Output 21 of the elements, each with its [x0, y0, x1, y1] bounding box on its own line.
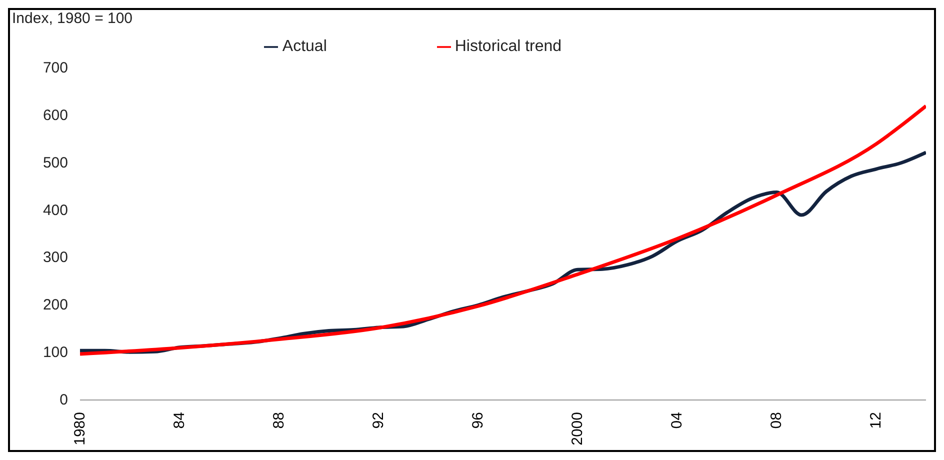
x-tick-label: 1980: [72, 412, 88, 446]
y-tick-label: 100: [42, 344, 68, 362]
y-tick-label: 300: [42, 249, 68, 266]
x-tick-label: 2000: [569, 412, 586, 446]
y-tick-label: 600: [42, 106, 68, 124]
x-tick-label: 92: [370, 412, 388, 429]
legend-label: Actual: [282, 38, 327, 55]
y-tick-label: 400: [42, 202, 68, 219]
legend-label: Historical trend: [454, 38, 562, 55]
y-tick-label: 0: [60, 392, 68, 408]
y-tick-label: 700: [42, 60, 68, 76]
x-tick-label: 12: [868, 412, 885, 429]
line-series: [80, 104, 926, 356]
y-tick-label: 200: [42, 296, 68, 314]
y-tick-label: 500: [42, 154, 68, 172]
y-axis-title: Index, 1980 = 100: [12, 10, 133, 27]
x-tick-label: 04: [668, 412, 686, 429]
x-tick-label: 96: [470, 412, 487, 429]
x-tick-label: 08: [768, 412, 786, 429]
x-tick-label: 88: [270, 412, 288, 429]
x-tick-label: 84: [171, 412, 188, 429]
